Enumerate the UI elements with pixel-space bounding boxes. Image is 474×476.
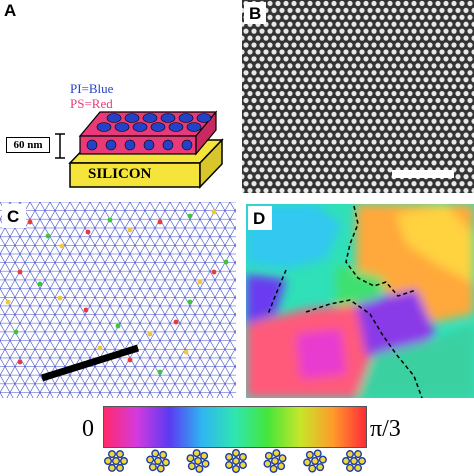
pi-sphere xyxy=(143,139,155,151)
pi-spheres xyxy=(86,113,212,151)
colorbar-gradient xyxy=(103,406,367,448)
defect-marker xyxy=(45,233,51,239)
defect-marker xyxy=(211,209,217,215)
scale-bar xyxy=(392,170,454,178)
defect-marker xyxy=(157,369,163,375)
defect-marker xyxy=(107,217,113,223)
scale-bar xyxy=(40,344,140,382)
triangulation-mesh xyxy=(0,202,236,398)
defect-marker xyxy=(187,213,193,219)
pi-sphere xyxy=(162,139,174,151)
pi-sphere xyxy=(114,122,130,132)
defect-markers xyxy=(5,209,229,375)
film-schematic xyxy=(55,110,224,189)
defect-marker xyxy=(127,227,133,233)
pi-sphere xyxy=(124,113,140,123)
hexagon-icon xyxy=(263,449,287,473)
colorbar-min-label: 0 xyxy=(82,416,94,442)
defect-marker xyxy=(197,279,203,285)
panel-d-orientation-map: D xyxy=(246,204,474,398)
panel-b-letter: B xyxy=(249,4,262,23)
panel-c-triangulation: C xyxy=(0,202,236,398)
hexagon-icon xyxy=(303,449,327,473)
pi-sphere xyxy=(86,139,98,151)
pi-sphere xyxy=(142,113,158,123)
defect-marker xyxy=(97,345,103,351)
pi-sphere xyxy=(196,113,212,123)
pi-sphere xyxy=(168,122,184,132)
pi-sphere xyxy=(124,139,136,151)
defect-marker xyxy=(183,349,189,355)
defect-marker xyxy=(147,331,153,337)
pi-sphere xyxy=(106,113,122,123)
hexagon-icon xyxy=(146,449,170,473)
defect-marker xyxy=(211,269,217,275)
pi-sphere xyxy=(96,122,112,132)
defect-marker xyxy=(83,307,89,313)
hexagon-orientation-icons xyxy=(103,449,366,473)
defect-marker xyxy=(157,219,163,225)
defect-marker xyxy=(85,229,91,235)
pi-sphere xyxy=(105,139,117,151)
silicon-label: SILICON xyxy=(88,166,152,182)
panel-a-schematic: A PI=Blue PS=Red 60 nm SILICON xyxy=(0,0,236,196)
defect-marker xyxy=(17,359,23,365)
panel-c-letter: C xyxy=(7,207,20,226)
defect-marker xyxy=(187,299,193,305)
pi-sphere xyxy=(150,122,166,132)
pi-sphere xyxy=(178,113,194,123)
hex-dot-micrograph xyxy=(242,0,474,193)
hexagon-icon xyxy=(186,449,210,473)
colorbar-max-label: π/3 xyxy=(370,416,401,442)
defect-marker xyxy=(37,281,43,287)
defect-marker xyxy=(115,323,121,329)
panel-a-letter: A xyxy=(4,1,17,20)
defect-marker xyxy=(27,219,33,225)
defect-marker xyxy=(223,259,229,265)
defect-marker xyxy=(17,269,23,275)
panel-b-micrograph: B xyxy=(242,0,474,193)
hexagon-icon xyxy=(225,449,247,473)
pi-sphere xyxy=(132,122,148,132)
defect-marker xyxy=(127,357,133,363)
hexagon-icon xyxy=(103,450,128,472)
thickness-label: 60 nm xyxy=(6,137,50,153)
defect-marker xyxy=(57,295,63,301)
defect-marker xyxy=(173,319,179,325)
pi-sphere xyxy=(160,113,176,123)
film-front xyxy=(79,135,197,155)
defect-marker xyxy=(5,299,11,305)
legend-ps-red: PS=Red xyxy=(70,96,113,111)
panel-d-letter: D xyxy=(253,209,266,228)
legend-pi-blue: PI=Blue xyxy=(70,81,114,96)
silicon-side xyxy=(199,138,223,189)
orientation-map xyxy=(246,204,474,398)
pi-sphere xyxy=(186,122,202,132)
hexagon-icon xyxy=(342,450,366,472)
defect-marker xyxy=(13,329,19,335)
defect-marker xyxy=(59,243,65,249)
pi-sphere xyxy=(181,139,193,151)
